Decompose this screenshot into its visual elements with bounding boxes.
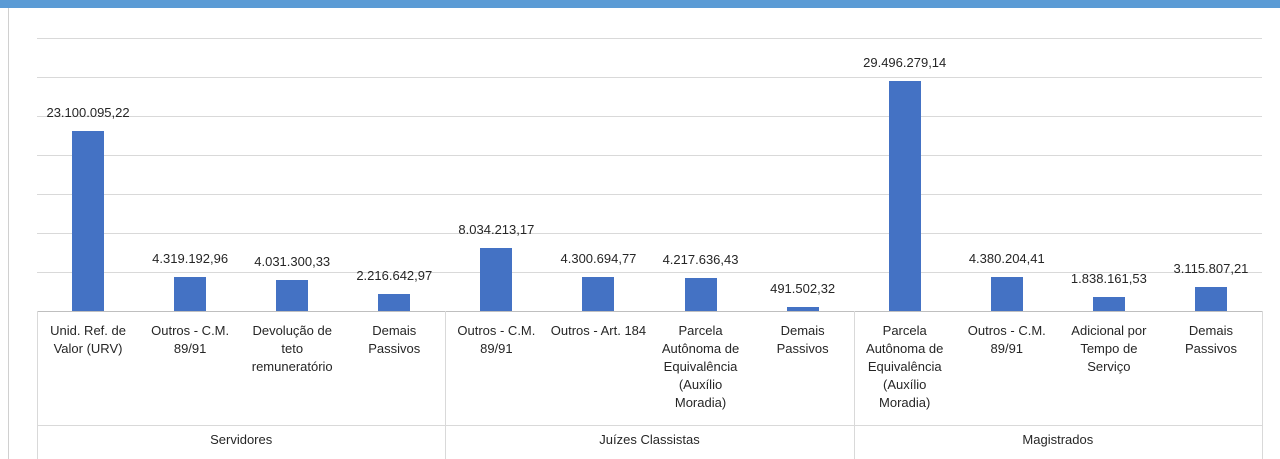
grid-line <box>37 116 1262 117</box>
bar <box>684 278 717 311</box>
bar <box>786 307 819 311</box>
value-label: 4.319.192,96 <box>152 251 229 267</box>
x-tick-label: Parcela Autônoma de Equivalência (Auxíli… <box>866 323 944 410</box>
bar <box>582 277 615 311</box>
bar <box>990 276 1023 311</box>
x-tick-label: Outros - Art. 184 <box>550 323 647 338</box>
x-tick-label: Outros - C.M. 89/91 <box>151 323 230 356</box>
separator <box>37 311 38 459</box>
x-tick-label: Outros - C.M. 89/91 <box>967 323 1046 356</box>
bar <box>888 80 921 311</box>
x-tick-label: Demais Passivos <box>1184 323 1237 356</box>
bar <box>1092 296 1125 311</box>
separator <box>1262 311 1263 459</box>
grid-line <box>37 194 1262 195</box>
separator <box>854 311 855 459</box>
bar <box>72 130 105 311</box>
value-label: 23.100.095,22 <box>46 104 130 120</box>
x-tick-label: Unid. Ref. de Valor (URV) <box>50 323 126 356</box>
grid-line <box>37 233 1262 234</box>
value-label: 491.502,32 <box>770 281 836 297</box>
group-label: Magistrados <box>1022 432 1094 447</box>
grid-line <box>37 155 1262 156</box>
grid-line <box>37 311 1262 312</box>
x-tick-label: Outros - C.M. 89/91 <box>457 323 536 356</box>
header-band <box>0 0 1280 8</box>
x-tick-label: Adicional por Tempo de Serviço <box>1071 323 1147 374</box>
grid-line <box>37 77 1262 78</box>
bar <box>480 248 513 311</box>
chart-border <box>8 8 9 459</box>
x-tick-label: Parcela Autônoma de Equivalência (Auxíli… <box>661 323 740 410</box>
bar <box>378 293 411 311</box>
bar <box>276 279 309 311</box>
value-label: 29.496.279,14 <box>863 54 947 70</box>
separator <box>445 311 446 459</box>
value-label: 4.031.300,33 <box>254 253 331 269</box>
bar <box>174 277 207 311</box>
value-label: 1.838.161,53 <box>1070 270 1147 286</box>
bar <box>1194 286 1227 311</box>
x-tick-label: Demais Passivos <box>368 323 421 356</box>
value-label: 8.034.213,17 <box>458 222 535 238</box>
value-label: 4.380.204,41 <box>968 250 1045 266</box>
value-label: 4.217.636,43 <box>662 252 739 268</box>
group-label: Juízes Classistas <box>599 432 700 447</box>
x-tick-label: Demais Passivos <box>776 323 829 356</box>
grid-line <box>37 38 1262 39</box>
grid-line <box>37 272 1262 273</box>
value-label: 4.300.694,77 <box>560 251 637 267</box>
group-divider <box>37 425 1262 426</box>
group-label: Servidores <box>210 432 273 447</box>
value-label: 2.216.642,97 <box>356 267 433 283</box>
value-label: 3.115.807,21 <box>1173 260 1249 276</box>
x-tick-label: Devolução de teto remuneratório <box>251 323 333 374</box>
